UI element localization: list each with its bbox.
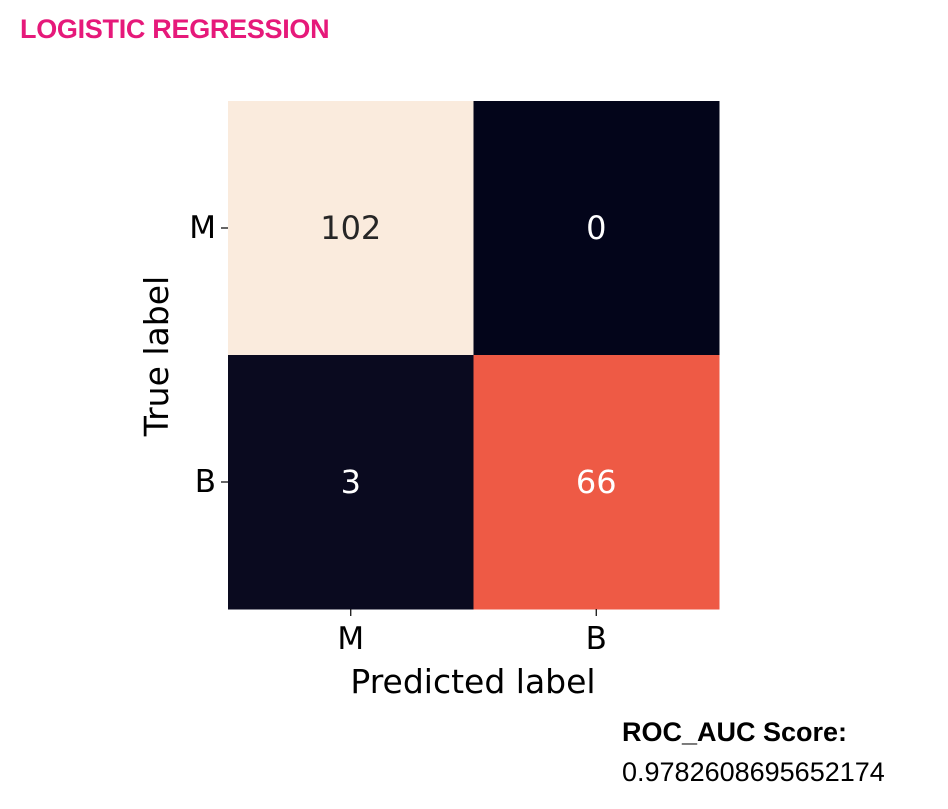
y-tick-label: B [195, 464, 216, 500]
y-tick-label: M [189, 210, 216, 246]
cell-value-label: 102 [320, 209, 381, 247]
x-axis-label: Predicted label [350, 662, 595, 701]
x-tick-label: M [337, 621, 364, 657]
roc-auc-score-value: 0.9782608695652174 [622, 757, 885, 787]
cell-value-label: 66 [576, 463, 617, 501]
heatmap-cell-b-m [228, 355, 474, 610]
x-tick-label: B [586, 621, 607, 657]
cell-value-label: 3 [341, 463, 361, 501]
cell-value-label: 0 [586, 209, 606, 247]
heatmap-cell-m-b [473, 101, 720, 356]
page-title: LOGISTIC REGRESSION [20, 14, 330, 44]
heatmap-cells: 102 0 3 66 [228, 101, 720, 610]
roc-auc-score-label: ROC_AUC Score: [622, 717, 848, 747]
heatmap-cell-b-b [473, 355, 720, 610]
y-axis-label: True label [137, 276, 176, 437]
roc-auc-score-block: ROC_AUC Score: 0.9782608695652174 [622, 712, 885, 792]
heatmap-cell-m-m [228, 101, 474, 356]
axis-ticks: M B M B [189, 210, 607, 657]
